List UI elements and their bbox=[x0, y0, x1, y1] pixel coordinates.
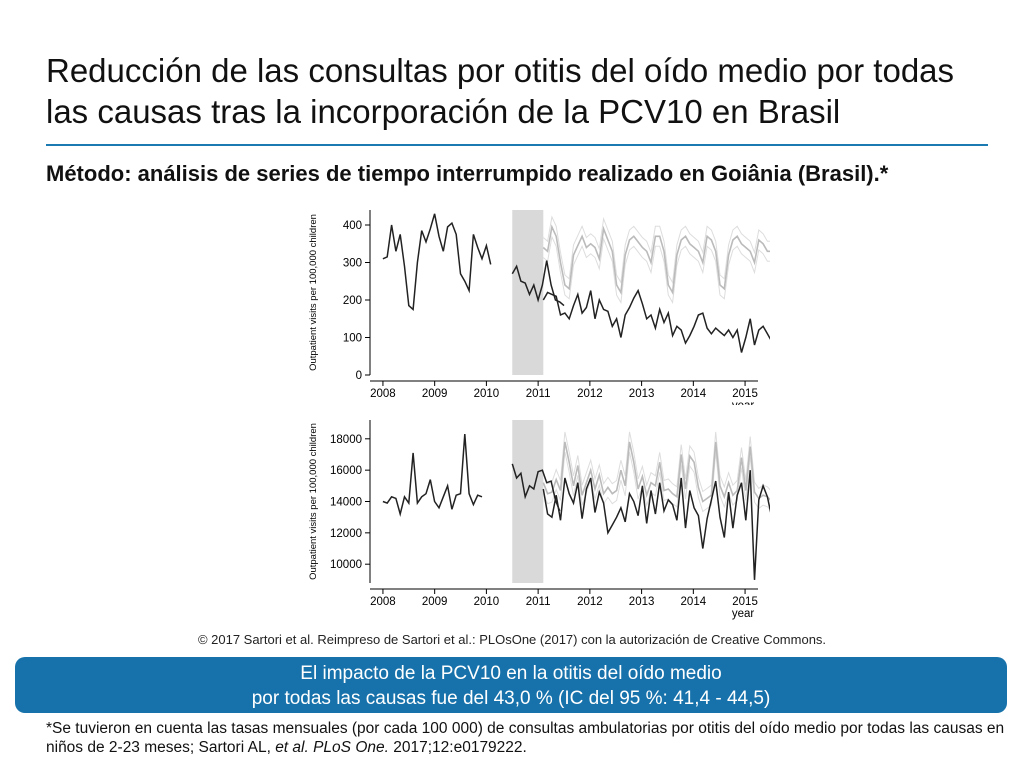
y-tick-label: 100 bbox=[343, 333, 362, 345]
y-tick-label: 14000 bbox=[330, 497, 362, 509]
x-tick-label: 2008 bbox=[370, 388, 396, 400]
chart-top: 0 100 200 300 400 2008 2009 2010 2011 2012 2013 201… bbox=[308, 210, 770, 405]
observed-line bbox=[511, 463, 561, 512]
x-tick-label: 2012 bbox=[577, 596, 603, 608]
observed-line bbox=[542, 288, 770, 353]
x-tick-label: 2012 bbox=[577, 388, 603, 400]
counterfactual-line bbox=[542, 441, 770, 503]
banner-line-1: El impacto de la PCV10 en la otitis del … bbox=[300, 663, 722, 684]
footnote-text: *Se tuvieron en cuenta las tasas mensual… bbox=[46, 720, 1005, 756]
counterfactual-ci-upper bbox=[542, 431, 770, 493]
image-credit: © 2017 Sartori et al. Reimpreso de Sarto… bbox=[197, 632, 827, 647]
x-tick-label: 2011 bbox=[526, 388, 551, 400]
observed-line bbox=[511, 260, 565, 307]
x-tick-label: 2013 bbox=[629, 596, 655, 608]
y-tick-label: 10000 bbox=[330, 559, 362, 571]
x-tick-label: 2015 bbox=[732, 596, 758, 608]
x-tick-label: 2014 bbox=[681, 596, 707, 608]
intervention-shade bbox=[512, 210, 544, 375]
y-tick-label: 300 bbox=[343, 258, 362, 270]
y-tick-label: 12000 bbox=[330, 528, 362, 540]
observed-line bbox=[382, 213, 492, 311]
banner-line-2: por todas las causas fue del 43,0 % (IC … bbox=[251, 688, 771, 709]
counterfactual-ci-lower bbox=[542, 235, 770, 305]
counterfactual-line bbox=[542, 224, 770, 296]
x-axis-label: year bbox=[732, 400, 755, 405]
y-tick-label: 200 bbox=[343, 295, 362, 307]
method-subtitle: Método: análisis de series de tiempo int… bbox=[46, 161, 889, 186]
observed-line bbox=[542, 470, 770, 580]
y-axis-label: Outpatient visits per 100,000 children bbox=[308, 423, 319, 580]
intervention-shade bbox=[512, 420, 544, 583]
x-tick-label: 2010 bbox=[474, 596, 500, 608]
y-tick-label: 0 bbox=[356, 370, 362, 382]
y-tick-label: 400 bbox=[343, 220, 362, 232]
x-tick-label: 2009 bbox=[422, 388, 448, 400]
observed-line bbox=[382, 434, 483, 517]
x-tick-label: 2015 bbox=[732, 388, 758, 400]
footnote: *Se tuvieron en cuenta las tasas mensual… bbox=[46, 719, 1006, 757]
x-tick-label: 2013 bbox=[629, 388, 655, 400]
x-tick-label: 2014 bbox=[681, 388, 707, 400]
title-divider bbox=[46, 144, 988, 146]
footnote-journal: et al. PLoS One. bbox=[275, 739, 389, 756]
y-tick-label: 16000 bbox=[330, 465, 362, 477]
y-axis-label: Outpatient visits per 100,000 children bbox=[308, 214, 319, 371]
x-tick-label: 2009 bbox=[422, 596, 448, 608]
y-tick-label: 18000 bbox=[330, 434, 362, 446]
x-axis-label: year bbox=[732, 608, 755, 620]
counterfactual-ci-lower bbox=[542, 451, 770, 513]
impact-banner: El impacto de la PCV10 en la otitis del … bbox=[15, 657, 1007, 713]
footnote-citation: 2017;12:e0179222. bbox=[388, 739, 527, 756]
chart-bottom: 10000 12000 14000 16000 18000 2008 2009 2010 201… bbox=[308, 420, 770, 620]
x-tick-label: 2011 bbox=[526, 596, 551, 608]
counterfactual-ci-upper bbox=[542, 215, 770, 285]
slide-title: Reducción de las consultas por otitis de… bbox=[46, 52, 955, 130]
x-tick-label: 2010 bbox=[474, 388, 500, 400]
x-tick-label: 2008 bbox=[370, 596, 396, 608]
